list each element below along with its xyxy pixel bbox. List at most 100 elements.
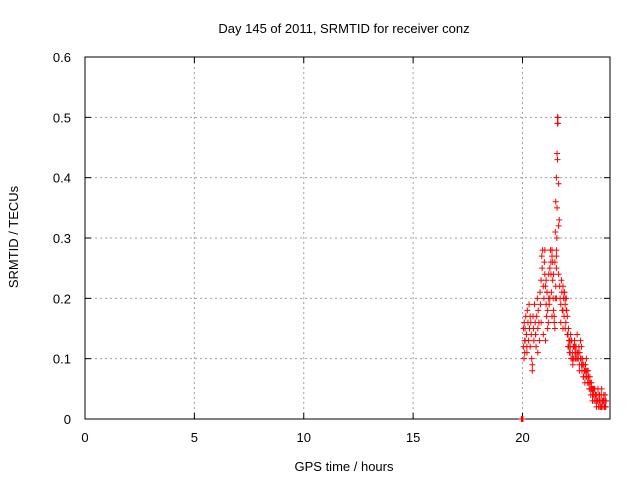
data-point: [574, 331, 581, 338]
data-point: [565, 343, 572, 350]
data-point: [598, 385, 605, 392]
data-point: [562, 319, 569, 326]
data-points: [518, 114, 610, 422]
data-point: [530, 337, 537, 344]
data-point: [585, 379, 592, 386]
data-point: [536, 337, 543, 344]
y-tick-label: 0.6: [53, 50, 71, 65]
data-point: [578, 343, 585, 350]
data-point: [591, 385, 598, 392]
data-point: [557, 319, 564, 326]
y-tick-label: 0.2: [53, 291, 71, 306]
data-point: [527, 343, 534, 350]
x-tick-label: 0: [81, 430, 88, 445]
data-point: [546, 301, 553, 308]
data-point: [538, 253, 545, 260]
data-point: [552, 228, 559, 235]
data-point: [577, 337, 584, 344]
data-point: [554, 150, 561, 157]
data-point: [538, 319, 545, 326]
data-point: [569, 361, 576, 368]
data-point: [527, 313, 534, 320]
y-tick-label: 0.3: [53, 231, 71, 246]
data-point: [554, 120, 561, 127]
data-point: [551, 313, 558, 320]
data-point: [576, 367, 583, 374]
data-point: [545, 319, 552, 326]
data-point: [544, 325, 551, 332]
data-point: [535, 307, 542, 314]
data-point: [552, 198, 559, 205]
data-point: [540, 331, 547, 338]
data-point: [523, 349, 530, 356]
data-point: [556, 216, 563, 223]
data-point: [555, 222, 562, 229]
data-point: [563, 307, 570, 314]
data-point: [555, 180, 562, 187]
data-point: [565, 331, 571, 338]
data-point: [544, 307, 551, 314]
data-point: [562, 301, 569, 308]
data-point: [589, 391, 596, 398]
x-tick-label: 10: [297, 430, 311, 445]
data-point: [537, 289, 543, 296]
x-tick-label: 20: [515, 430, 529, 445]
data-point: [545, 271, 552, 278]
data-point: [542, 283, 549, 290]
data-point: [551, 325, 558, 332]
data-point: [528, 355, 535, 362]
data-point: [541, 247, 548, 254]
data-point: [562, 295, 569, 302]
data-point: [524, 307, 531, 314]
data-point: [543, 313, 550, 320]
data-point: [554, 204, 561, 211]
data-point: [519, 416, 526, 422]
data-point: [551, 319, 558, 326]
data-point: [555, 271, 562, 278]
data-point: [564, 313, 571, 320]
data-point: [582, 367, 589, 374]
data-point: [561, 289, 568, 296]
data-point: [522, 337, 529, 344]
data-point: [539, 265, 546, 272]
data-point: [552, 283, 559, 290]
data-point: [521, 355, 528, 362]
data-point: [542, 337, 549, 344]
data-point: [553, 235, 560, 241]
x-tick-label: 5: [191, 430, 198, 445]
y-tick-label: 0: [64, 412, 71, 427]
data-point: [580, 373, 587, 380]
data-point: [559, 325, 566, 332]
data-point: [550, 307, 557, 314]
data-point: [543, 277, 550, 284]
data-point: [574, 355, 581, 362]
data-point: [596, 391, 603, 398]
data-point: [529, 361, 536, 368]
data-point: [532, 331, 539, 338]
data-point: [549, 277, 556, 284]
data-point: [578, 361, 585, 368]
data-point: [559, 283, 566, 290]
data-point: [583, 355, 590, 362]
data-point: [546, 295, 553, 302]
y-tick-label: 0.5: [53, 110, 71, 125]
data-point: [570, 343, 577, 350]
data-point: [534, 325, 541, 332]
data-point: [567, 349, 574, 356]
data-point: [558, 277, 565, 284]
data-point: [549, 247, 556, 254]
data-point: [554, 156, 561, 163]
data-point: [538, 277, 545, 284]
data-point: [602, 391, 609, 398]
data-point: [573, 349, 580, 356]
data-point: [554, 114, 561, 121]
data-point: [552, 295, 559, 302]
data-point: [553, 253, 560, 260]
data-point: [534, 349, 541, 356]
data-point: [533, 313, 540, 320]
x-axis-label: GPS time / hours: [295, 459, 394, 474]
data-point: [568, 337, 575, 344]
